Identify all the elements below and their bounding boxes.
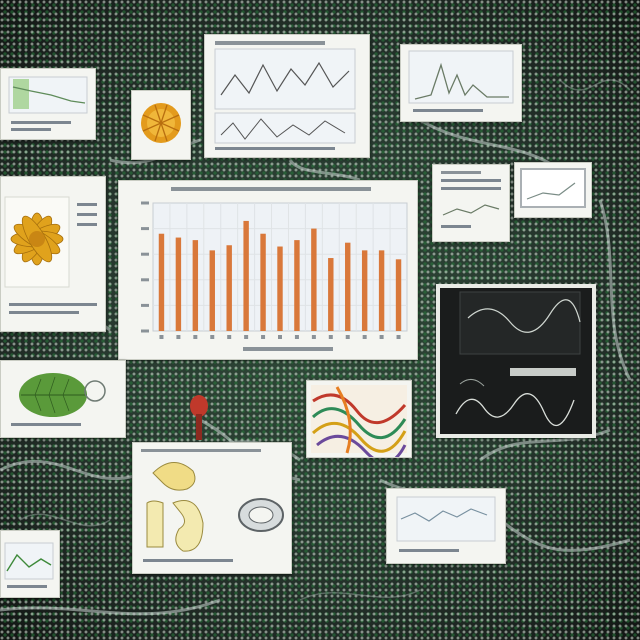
bar: [311, 228, 317, 331]
x-tick-mark: [278, 335, 282, 339]
bar: [243, 220, 249, 331]
bar: [294, 240, 300, 331]
x-tick-mark: [210, 335, 215, 339]
y-tick-mark: [141, 329, 149, 333]
x-tick-mark: [311, 335, 316, 339]
gold-flower-card: [0, 176, 106, 332]
x-tick-mark: [379, 335, 384, 339]
y-tick-mark: [141, 303, 149, 307]
x-tick-mark: [244, 335, 249, 339]
bar: [277, 246, 283, 331]
red-figurine-icon: [190, 395, 208, 440]
x-axis-label-placeholder: [243, 347, 333, 351]
chart-title-placeholder: [171, 187, 371, 191]
bar: [328, 258, 334, 331]
x-tick-mark: [328, 335, 333, 339]
bar: [175, 237, 182, 331]
x-tick-mark: [176, 335, 181, 339]
bar-chart: [141, 187, 408, 351]
y-tick-mark: [141, 252, 149, 256]
bar: [395, 259, 402, 331]
peak-chart-card: [400, 44, 522, 122]
x-tick-mark: [294, 335, 299, 339]
y-tick-mark: [141, 201, 149, 205]
anatomy-illustration-card: [132, 442, 292, 574]
x-tick-mark: [159, 335, 164, 339]
bar: [345, 242, 351, 331]
x-tick-mark: [396, 335, 401, 339]
x-tick-mark: [261, 335, 266, 339]
y-tick-mark: [141, 278, 149, 282]
bar: [361, 250, 368, 331]
mini-chart-card-top-left: [0, 68, 96, 140]
bar-chart-card: [118, 180, 418, 360]
line-plot-document-top: [204, 34, 370, 158]
bar: [209, 250, 215, 331]
x-tick-mark: [345, 335, 350, 339]
green-chart-card-bottom-left: [0, 530, 60, 598]
bar: [226, 245, 232, 331]
colorful-art-card: [306, 380, 412, 458]
x-tick-mark: [193, 335, 198, 339]
bar: [158, 233, 165, 331]
bar: [192, 240, 199, 331]
highlight-block: [13, 79, 29, 109]
x-tick-mark: [227, 335, 232, 339]
y-tick-mark: [141, 227, 149, 231]
monitor-card-right: [514, 162, 592, 218]
bar: [260, 233, 266, 331]
small-form-card-right: [432, 164, 510, 242]
line-chart-card-bottom-right: [386, 488, 506, 564]
flower-illustration-card: [131, 90, 191, 160]
x-tick-mark: [362, 335, 367, 339]
leaf-illustration-card: [0, 360, 126, 438]
dark-signal-panel: [436, 284, 596, 438]
bar: [378, 250, 385, 331]
